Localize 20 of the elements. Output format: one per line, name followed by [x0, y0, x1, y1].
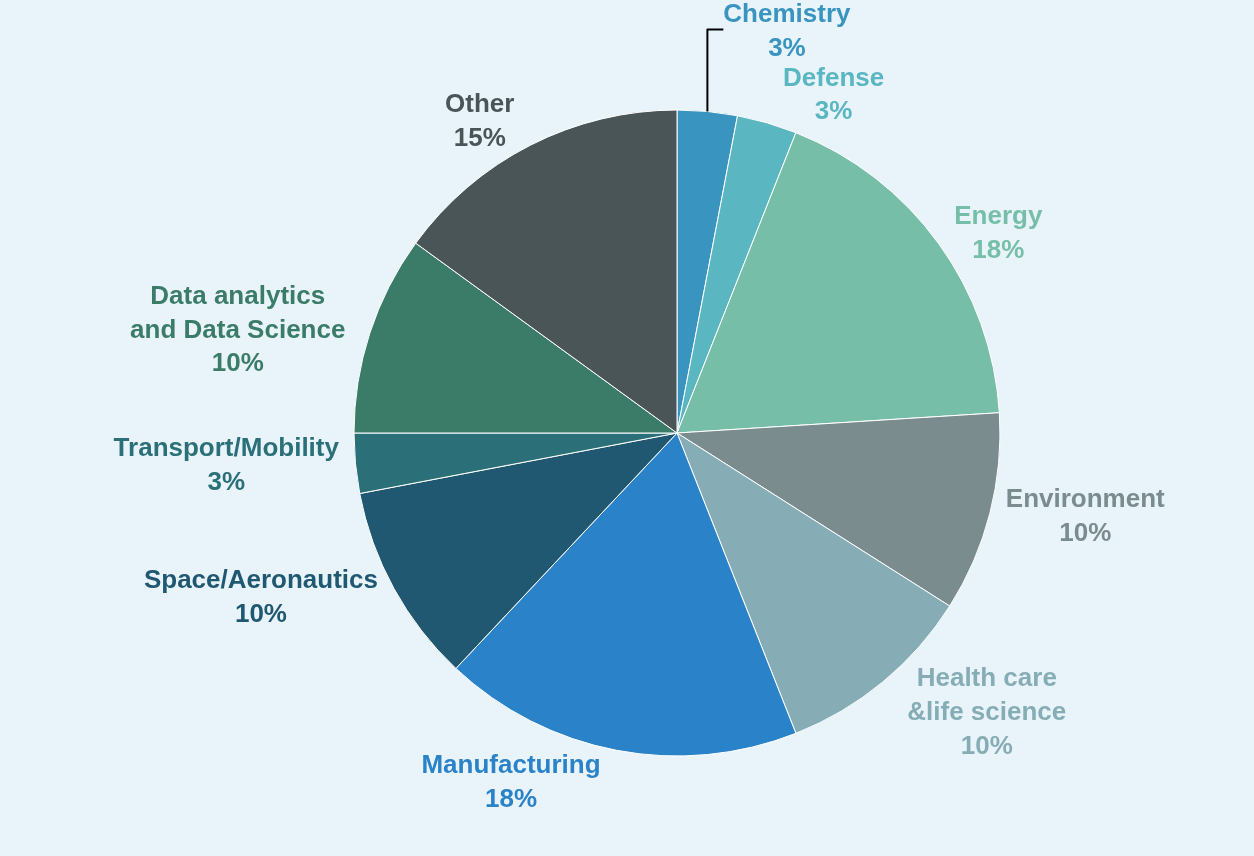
slice-label: Space/Aeronautics — [143, 564, 378, 595]
data-label: 10% — [234, 597, 287, 628]
slice-label: Energy — [954, 200, 1043, 231]
slice-label: Other — [445, 87, 515, 118]
slice-label: Defense — [783, 61, 885, 92]
slice-label: Health care &life science — [907, 662, 1067, 726]
data-label: 3% — [768, 31, 806, 62]
slice-label: Manufacturing — [421, 749, 601, 780]
slice-label: Transport/Mobility — [113, 431, 340, 462]
data-label: 18% — [484, 782, 537, 813]
slice-label: Chemistry — [723, 0, 852, 28]
slice-label: Environment — [1005, 483, 1166, 514]
data-label: 10% — [960, 729, 1013, 760]
data-label: 10% — [1059, 517, 1112, 548]
slice-label: Data analytics and Data Science — [130, 279, 346, 344]
data-label: 3% — [207, 465, 246, 496]
data-label: 3% — [814, 95, 853, 126]
data-label: 15% — [453, 121, 506, 152]
data-label: 18% — [972, 234, 1025, 265]
data-label: 10% — [211, 347, 264, 378]
